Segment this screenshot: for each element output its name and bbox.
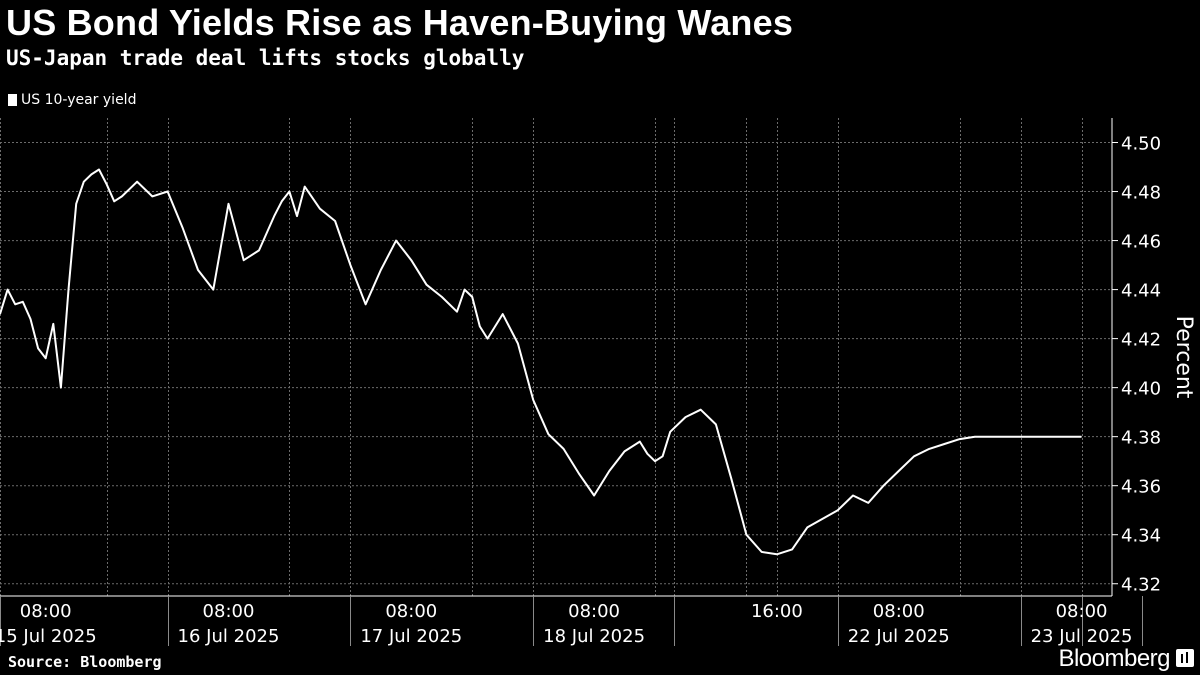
x-tick-time-label: 08:00 [203, 601, 255, 622]
y-tick-label: 4.42 [1121, 330, 1161, 351]
y-tick-label: 4.50 [1121, 134, 1161, 155]
x-tick-time-label: 08:00 [873, 601, 925, 622]
x-tick-date-label: 17 Jul 2025 [360, 626, 462, 647]
x-tick-time-label: 08:00 [385, 601, 437, 622]
y-tick-label: 4.36 [1121, 477, 1161, 498]
y-tick-label: 4.48 [1121, 183, 1161, 204]
source-note: Source: Bloomberg [8, 653, 162, 671]
x-tick-date-label: 18 Jul 2025 [543, 626, 645, 647]
y-tick-label: 4.32 [1121, 575, 1161, 596]
grid-lines [0, 118, 1112, 596]
series-line-us-10-year-yield [0, 168, 1082, 556]
y-axis-title: Percent [1171, 316, 1196, 399]
series-layer [0, 168, 1082, 556]
x-tick-date-label: 16 Jul 2025 [178, 626, 280, 647]
legend: US 10-year yield [8, 92, 136, 108]
brand-name: Bloomberg [1058, 645, 1170, 672]
y-tick-label: 4.44 [1121, 281, 1161, 302]
x-tick-time-label: 08:00 [1056, 601, 1108, 622]
y-tick-label: 4.40 [1121, 379, 1161, 400]
x-tick-time-label: 16:00 [751, 601, 803, 622]
x-tick-time-label: 08:00 [568, 601, 620, 622]
tick-labels: 4.50 4.48 4.46 4.44 4.42 4.40 4.38 4.36 4.34 4.32… [0, 134, 1196, 647]
legend-swatch [8, 94, 17, 106]
y-tick-label: 4.46 [1121, 232, 1161, 253]
legend-label: US 10-year yield [21, 92, 137, 108]
bloomberg-logo-icon [1176, 649, 1194, 667]
y-tick-label: 4.38 [1121, 428, 1161, 449]
chart-subtitle: US-Japan trade deal lifts stocks globall… [6, 46, 525, 70]
chart-title: US Bond Yields Rise as Haven-Buying Wane… [6, 2, 794, 43]
x-tick-date-label: 15 Jul 2025 [0, 626, 97, 647]
y-tick-label: 4.34 [1121, 526, 1161, 547]
x-tick-time-label: 08:00 [20, 601, 72, 622]
axes [0, 118, 1143, 646]
x-tick-date-label: 23 Jul 2025 [1031, 626, 1133, 647]
x-tick-date-label: 22 Jul 2025 [848, 626, 950, 647]
